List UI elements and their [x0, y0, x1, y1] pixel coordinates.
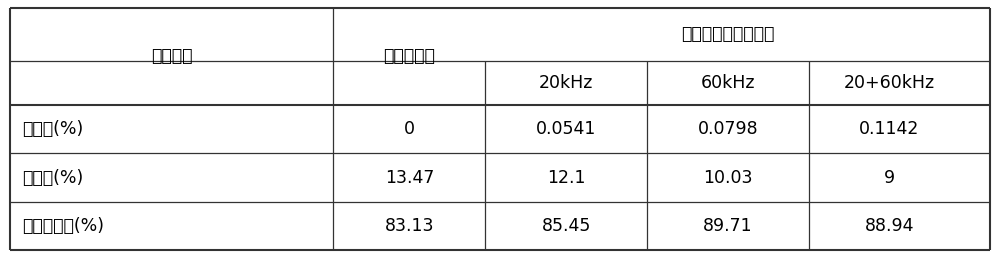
Text: 85.45: 85.45 [541, 217, 591, 235]
Text: 透明度(%): 透明度(%) [22, 168, 83, 187]
Text: 淀粉性质: 淀粉性质 [151, 47, 192, 65]
Text: 88.94: 88.94 [865, 217, 914, 235]
Text: 60kHz: 60kHz [701, 74, 755, 92]
Text: 10.03: 10.03 [703, 168, 753, 187]
Text: 9: 9 [884, 168, 895, 187]
Text: 83.13: 83.13 [385, 217, 434, 235]
Text: 0: 0 [404, 120, 415, 138]
Text: 0.0798: 0.0798 [698, 120, 758, 138]
Text: 0.1142: 0.1142 [859, 120, 920, 138]
Text: 冻融析水率(%): 冻融析水率(%) [22, 217, 104, 235]
Text: 水解度(%): 水解度(%) [22, 120, 83, 138]
Text: 20+60kHz: 20+60kHz [844, 74, 935, 92]
Text: 慈姑原淀粉: 慈姑原淀粉 [383, 47, 435, 65]
Text: 超声波处理慈姑淀粉: 超声波处理慈姑淀粉 [681, 26, 775, 43]
Text: 0.0541: 0.0541 [536, 120, 596, 138]
Text: 12.1: 12.1 [547, 168, 585, 187]
Text: 13.47: 13.47 [385, 168, 434, 187]
Text: 20kHz: 20kHz [539, 74, 593, 92]
Text: 89.71: 89.71 [703, 217, 753, 235]
